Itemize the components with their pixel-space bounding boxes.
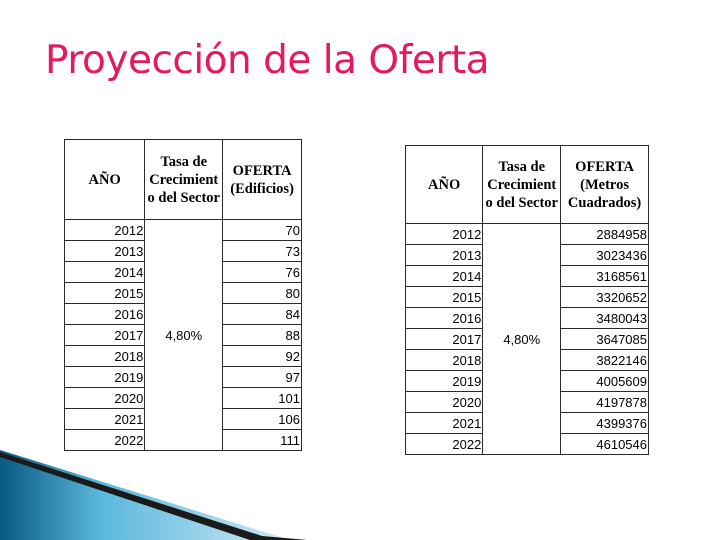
year-cell: 2018 bbox=[63, 345, 146, 367]
offer-square-meters-table: AÑO Tasa de Crecimient o del Sector OFER… bbox=[404, 145, 649, 455]
year-cell: 2014 bbox=[63, 261, 146, 283]
offer-cell: 92 bbox=[222, 345, 302, 367]
year-cell: 2021 bbox=[404, 412, 484, 434]
offer-cell: 76 bbox=[222, 261, 302, 283]
year-cell: 2014 bbox=[404, 265, 484, 287]
year-cell: 2016 bbox=[63, 303, 146, 325]
offer-cell: 3168561 bbox=[560, 265, 649, 287]
year-cell: 2022 bbox=[63, 429, 146, 451]
offer-cell: 3023436 bbox=[560, 244, 649, 266]
offer-cell: 3822146 bbox=[560, 349, 649, 371]
year-cell: 2021 bbox=[63, 408, 146, 430]
offer-buildings-table: AÑO Tasa de Crecimient o del Sector OFER… bbox=[63, 139, 302, 451]
offer-cell: 70 bbox=[222, 219, 302, 241]
offer-cell: 80 bbox=[222, 282, 302, 304]
year-cell: 2013 bbox=[404, 244, 484, 266]
offer-cell: 88 bbox=[222, 324, 302, 346]
year-cell: 2015 bbox=[404, 286, 484, 308]
year-cell: 2019 bbox=[404, 370, 484, 392]
header-growth-rate: Tasa de Crecimient o del Sector bbox=[144, 139, 224, 220]
year-cell: 2016 bbox=[404, 307, 484, 329]
offer-cell: 111 bbox=[222, 429, 302, 451]
header-growth-rate: Tasa de Crecimient o del Sector bbox=[482, 145, 562, 224]
offer-cell: 4399376 bbox=[560, 412, 649, 434]
year-cell: 2022 bbox=[404, 433, 484, 455]
year-cell: 2017 bbox=[63, 324, 146, 346]
offer-cell: 4005609 bbox=[560, 370, 649, 392]
header-offer: OFERTA (Edificios) bbox=[222, 139, 302, 220]
year-cell: 2017 bbox=[404, 328, 484, 350]
year-cell: 2012 bbox=[404, 223, 484, 245]
offer-cell: 3320652 bbox=[560, 286, 649, 308]
offer-cell: 3480043 bbox=[560, 307, 649, 329]
growth-rate-cell: 4,80% bbox=[144, 219, 224, 451]
offer-cell: 4610546 bbox=[560, 433, 649, 455]
year-cell: 2020 bbox=[404, 391, 484, 413]
offer-cell: 84 bbox=[222, 303, 302, 325]
corner-decoration bbox=[0, 450, 308, 540]
offer-cell: 4197878 bbox=[560, 391, 649, 413]
year-cell: 2012 bbox=[63, 219, 146, 241]
offer-cell: 101 bbox=[222, 387, 302, 409]
page-title: Proyección de la Oferta bbox=[45, 38, 490, 83]
offer-cell: 2884958 bbox=[560, 223, 649, 245]
offer-cell: 97 bbox=[222, 366, 302, 388]
header-year: AÑO bbox=[404, 145, 484, 224]
corner-swoosh bbox=[0, 450, 290, 540]
year-cell: 2018 bbox=[404, 349, 484, 371]
header-offer: OFERTA (Metros Cuadrados) bbox=[560, 145, 649, 224]
year-cell: 2015 bbox=[63, 282, 146, 304]
year-cell: 2013 bbox=[63, 240, 146, 262]
header-year: AÑO bbox=[63, 139, 146, 220]
year-cell: 2020 bbox=[63, 387, 146, 409]
offer-cell: 3647085 bbox=[560, 328, 649, 350]
offer-cell: 73 bbox=[222, 240, 302, 262]
growth-rate-cell: 4,80% bbox=[482, 223, 562, 455]
offer-cell: 106 bbox=[222, 408, 302, 430]
year-cell: 2019 bbox=[63, 366, 146, 388]
